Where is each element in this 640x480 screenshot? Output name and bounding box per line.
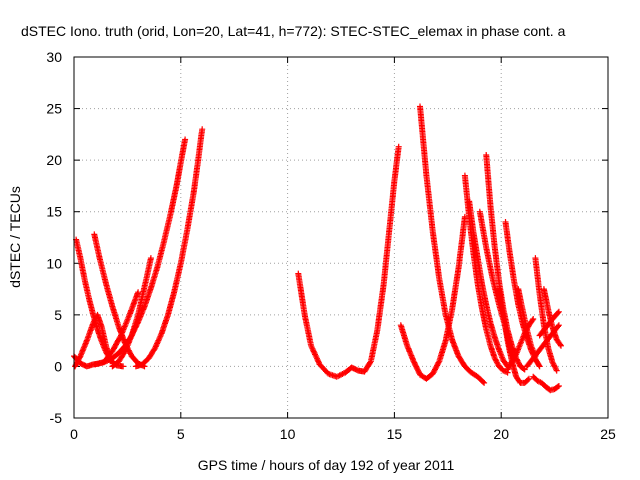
series-markers — [532, 255, 560, 374]
series-markers — [466, 198, 511, 370]
chart-title: dSTEC Iono. truth (orid, Lon=20, Lat=41,… — [21, 23, 566, 39]
series-21 — [523, 322, 562, 370]
series-20 — [530, 373, 562, 394]
series-markers — [92, 289, 142, 368]
series-8 — [295, 143, 402, 380]
x-tick-label: 10 — [280, 426, 296, 442]
y-tick-label: 5 — [54, 307, 62, 323]
x-tick-label: 20 — [493, 426, 509, 442]
series-23 — [540, 286, 564, 349]
y-tick-label: -5 — [50, 410, 63, 426]
series-18 — [515, 286, 539, 360]
series-markers — [417, 103, 488, 386]
tick-labels: 0 5 10 15 20 25 -5 0 5 10 15 20 25 30 — [46, 49, 616, 442]
grid-lines — [74, 57, 608, 418]
series-12 — [466, 198, 511, 370]
y-tick-label: 10 — [46, 255, 62, 271]
series-6 — [109, 255, 154, 370]
y-axis-title: dSTEC / TECUs — [7, 186, 23, 288]
x-tick-label: 25 — [600, 426, 616, 442]
x-tick-label: 15 — [387, 426, 403, 442]
series-markers — [397, 213, 468, 382]
series-10 — [417, 103, 488, 386]
series-5 — [92, 289, 142, 368]
series-markers — [132, 126, 206, 370]
series-markers — [72, 311, 114, 370]
x-tick-label: 5 — [177, 426, 185, 442]
x-tick-label: 0 — [70, 426, 78, 442]
y-tick-label: 20 — [46, 152, 62, 168]
series-markers — [530, 373, 562, 394]
y-tick-label: 15 — [46, 204, 62, 220]
y-tick-label: 30 — [46, 49, 62, 65]
y-tick-label: 0 — [54, 358, 62, 374]
series-markers — [540, 286, 564, 349]
series-markers — [109, 255, 154, 370]
series-markers — [523, 322, 562, 370]
series-markers — [515, 286, 539, 360]
plot-frame — [73, 56, 609, 419]
series-7 — [132, 126, 206, 370]
series-markers — [295, 143, 402, 380]
series-9 — [397, 213, 468, 382]
data-series — [71, 103, 564, 394]
x-axis-title: GPS time / hours of day 192 of year 2011 — [198, 457, 455, 473]
series-3 — [72, 311, 114, 370]
series-19 — [532, 255, 560, 374]
y-tick-label: 25 — [46, 101, 62, 117]
